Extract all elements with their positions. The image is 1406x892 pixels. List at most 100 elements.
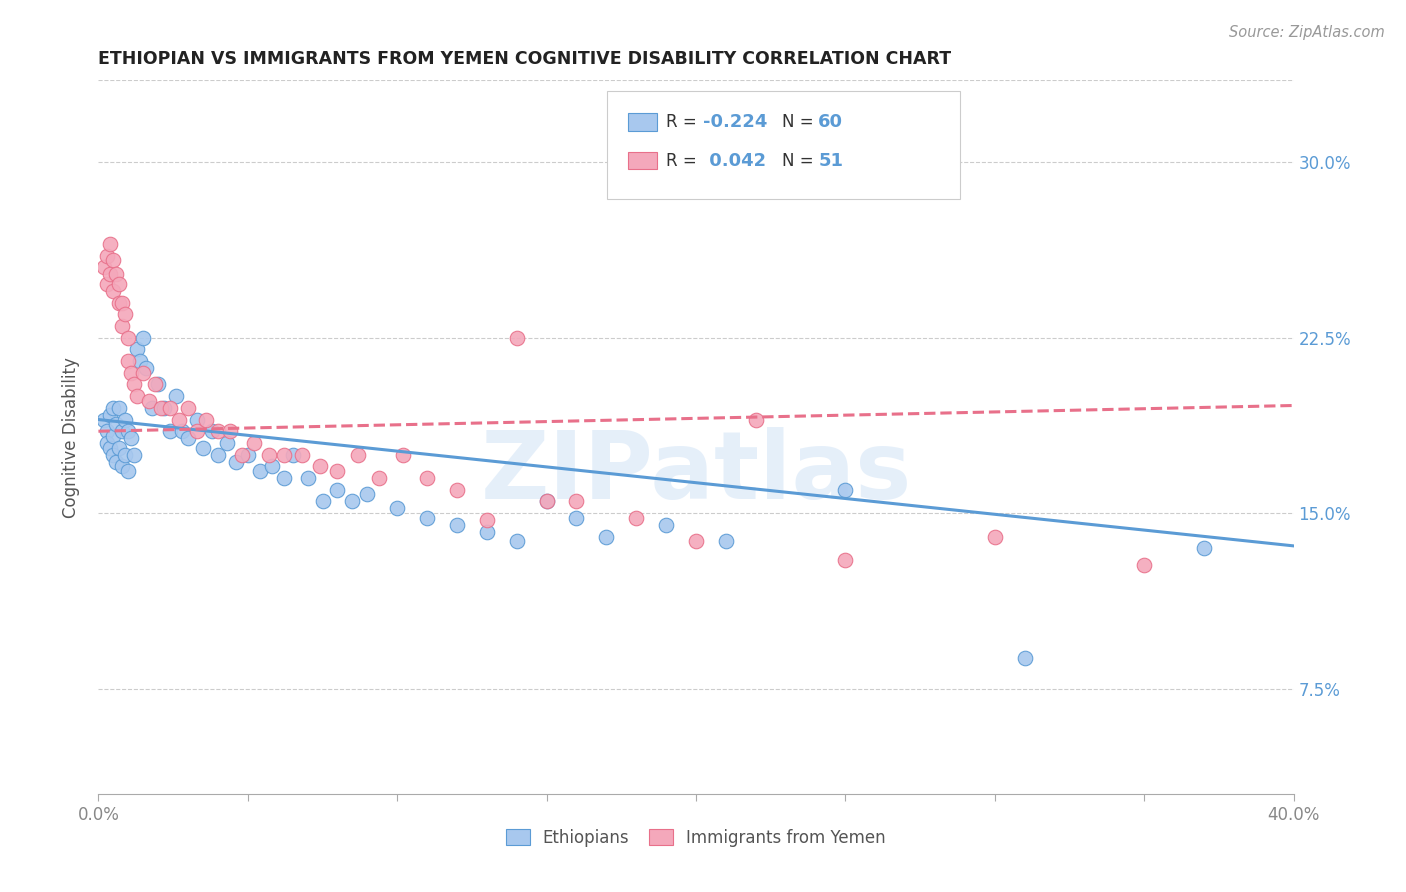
Point xyxy=(297,471,319,485)
Point xyxy=(201,424,224,438)
Point xyxy=(565,494,588,508)
Point xyxy=(167,412,190,426)
Point xyxy=(108,295,131,310)
Point xyxy=(186,412,208,426)
Point xyxy=(257,448,280,462)
Text: N =: N = xyxy=(782,113,818,131)
Point xyxy=(98,408,122,422)
Point xyxy=(111,459,134,474)
Point xyxy=(111,424,134,438)
Point xyxy=(368,471,391,485)
Point xyxy=(138,393,160,408)
Point xyxy=(207,448,229,462)
Text: Source: ZipAtlas.com: Source: ZipAtlas.com xyxy=(1229,25,1385,40)
Point xyxy=(96,249,118,263)
Point xyxy=(984,529,1007,543)
Point xyxy=(103,401,125,415)
Point xyxy=(655,517,678,532)
Point xyxy=(117,424,139,438)
Point xyxy=(745,412,768,426)
Point xyxy=(536,494,558,508)
Point xyxy=(114,307,136,321)
Point xyxy=(120,431,142,445)
Point xyxy=(105,417,128,432)
Point xyxy=(536,494,558,508)
Point xyxy=(347,448,370,462)
Point xyxy=(356,487,378,501)
Point xyxy=(260,459,283,474)
Text: -0.224: -0.224 xyxy=(703,113,768,131)
Point xyxy=(124,377,146,392)
Point xyxy=(342,494,364,508)
Point xyxy=(219,424,242,438)
Point xyxy=(1192,541,1215,556)
Point xyxy=(191,441,214,455)
Point xyxy=(129,354,152,368)
Point xyxy=(165,389,187,403)
Point xyxy=(114,448,136,462)
Point xyxy=(281,448,304,462)
Point xyxy=(446,517,468,532)
Point xyxy=(207,424,229,438)
Point xyxy=(117,331,139,345)
Point xyxy=(595,529,617,543)
Point xyxy=(475,513,498,527)
Point xyxy=(626,510,648,524)
Point xyxy=(103,284,125,298)
Point xyxy=(103,448,125,462)
Point xyxy=(177,401,200,415)
Point xyxy=(96,277,118,291)
Point xyxy=(108,441,131,455)
Text: N =: N = xyxy=(782,152,818,169)
Text: 60: 60 xyxy=(818,113,844,131)
Text: R =: R = xyxy=(666,113,703,131)
Point xyxy=(685,534,707,549)
Point xyxy=(96,424,118,438)
Point xyxy=(111,295,134,310)
Point xyxy=(127,343,149,357)
Point xyxy=(714,534,737,549)
Point xyxy=(108,401,131,415)
Point xyxy=(124,448,146,462)
Legend: Ethiopians, Immigrants from Yemen: Ethiopians, Immigrants from Yemen xyxy=(499,822,893,854)
Point xyxy=(98,237,122,252)
Point xyxy=(96,436,118,450)
Point xyxy=(127,389,149,403)
Point xyxy=(105,268,128,282)
Point xyxy=(114,412,136,426)
Point xyxy=(117,464,139,478)
Point xyxy=(105,455,128,469)
Point xyxy=(117,354,139,368)
Point xyxy=(98,268,122,282)
Text: 51: 51 xyxy=(818,152,844,169)
Point xyxy=(273,471,295,485)
Point xyxy=(159,424,181,438)
Point xyxy=(311,494,333,508)
Point xyxy=(143,377,166,392)
Point xyxy=(111,318,134,333)
Point xyxy=(1133,558,1156,572)
Point xyxy=(135,361,157,376)
Point xyxy=(326,483,349,497)
Point xyxy=(108,277,131,291)
Point xyxy=(215,436,238,450)
Point xyxy=(132,331,155,345)
Point xyxy=(159,401,181,415)
Point xyxy=(243,436,266,450)
Point xyxy=(834,483,856,497)
Point xyxy=(475,524,498,539)
Point xyxy=(326,464,349,478)
Point xyxy=(231,448,253,462)
Y-axis label: Cognitive Disability: Cognitive Disability xyxy=(62,357,80,517)
Point xyxy=(1014,651,1036,665)
Point xyxy=(225,455,247,469)
Point xyxy=(506,331,529,345)
Point xyxy=(416,510,439,524)
Point xyxy=(93,412,115,426)
Point xyxy=(392,448,415,462)
Point xyxy=(416,471,439,485)
Point xyxy=(177,431,200,445)
Text: 0.042: 0.042 xyxy=(703,152,766,169)
Point xyxy=(93,260,115,275)
Text: ZIPatlas: ZIPatlas xyxy=(481,426,911,519)
